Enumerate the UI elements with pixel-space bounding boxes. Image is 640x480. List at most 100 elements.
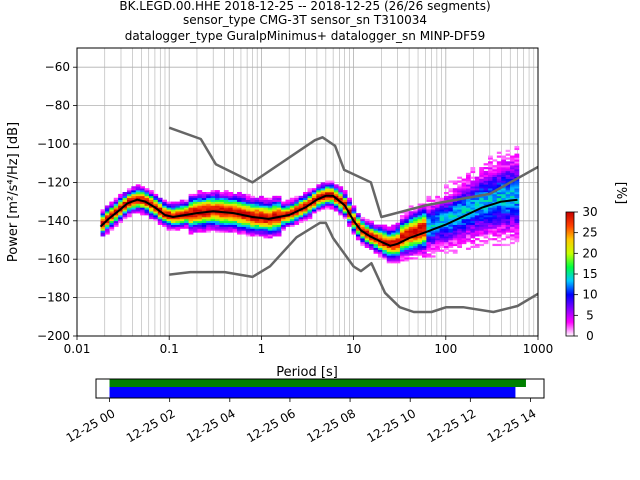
- heatmap-cell: [510, 222, 515, 225]
- heatmap-cell: [435, 224, 440, 227]
- heatmap-cell: [510, 161, 515, 164]
- heatmap-cell: [483, 197, 489, 200]
- heatmap-cell: [237, 193, 242, 197]
- heatmap-cell: [153, 193, 159, 197]
- heatmap-cell: [276, 218, 282, 222]
- heatmap-cell: [505, 167, 511, 170]
- heatmap-cell: [391, 224, 396, 227]
- heatmap-cell: [435, 234, 440, 237]
- heatmap-cell: [404, 247, 410, 250]
- heatmap-cell: [444, 207, 449, 210]
- heatmap-cell: [514, 145, 520, 149]
- heatmap-cell: [232, 195, 238, 199]
- heatmap-cell: [492, 207, 498, 210]
- heatmap-cell: [153, 195, 159, 199]
- heatmap-cell: [514, 159, 520, 162]
- heatmap-cell: [439, 211, 445, 214]
- heatmap-cell: [470, 234, 476, 237]
- heatmap-cell: [514, 215, 520, 218]
- heatmap-cell: [470, 197, 476, 200]
- heatmap-cell: [320, 188, 326, 191]
- heatmap-cell: [466, 236, 471, 239]
- heatmap-cell: [254, 230, 260, 233]
- heatmap-cell: [188, 197, 194, 200]
- heatmap-cell: [219, 224, 225, 227]
- heatmap-cell: [170, 220, 176, 224]
- heatmap-cell: [206, 197, 212, 200]
- heatmap-cell: [386, 226, 392, 229]
- heatmap-cell: [347, 220, 352, 224]
- heatmap-cell: [474, 211, 480, 214]
- heatmap-cell: [483, 163, 489, 166]
- heatmap-cell: [399, 257, 405, 260]
- heatmap-cell: [444, 230, 449, 233]
- heatmap-cell: [126, 209, 132, 212]
- heatmap-cell: [386, 238, 392, 241]
- heatmap-cell: [232, 220, 238, 224]
- heatmap-cell: [259, 213, 264, 216]
- heatmap-cell: [505, 234, 511, 237]
- heatmap-cell: [259, 203, 264, 206]
- heatmap-cell: [241, 193, 247, 197]
- heatmap-cell: [413, 222, 418, 225]
- heatmap-cell: [408, 220, 414, 224]
- heatmap-cell: [492, 195, 498, 199]
- heatmap-cell: [364, 243, 370, 247]
- heatmap-cell: [488, 232, 493, 235]
- heatmap-cell: [210, 190, 216, 193]
- heatmap-cell: [496, 203, 502, 206]
- heatmap-cell: [488, 184, 493, 187]
- heatmap-cell: [232, 205, 238, 208]
- heatmap-cell: [122, 209, 128, 212]
- heatmap-cell: [351, 211, 357, 214]
- heatmap-cell: [413, 220, 418, 224]
- heatmap-cell: [461, 241, 467, 245]
- heatmap-cell: [413, 215, 418, 218]
- heatmap-cell: [197, 209, 203, 212]
- heatmap-cell: [479, 167, 485, 170]
- heatmap-cell: [325, 186, 330, 189]
- heatmap-cell: [135, 186, 141, 189]
- heatmap-cell: [250, 218, 256, 222]
- heatmap-cell: [408, 240, 414, 243]
- heatmap-cell: [281, 207, 286, 210]
- heatmap-cell: [426, 218, 432, 222]
- heatmap-cell: [355, 215, 361, 218]
- heatmap-cell: [364, 220, 370, 224]
- heatmap-cell: [466, 238, 471, 241]
- heatmap-cell: [175, 207, 181, 210]
- heatmap-cell: [399, 232, 405, 235]
- heatmap-cell: [510, 157, 515, 160]
- heatmap-cell: [184, 220, 190, 224]
- heatmap-cell: [241, 232, 247, 235]
- heatmap-cell: [179, 226, 185, 229]
- heatmap-cell: [496, 215, 502, 218]
- heatmap-cell: [148, 216, 154, 220]
- heatmap-cell: [488, 170, 493, 174]
- heatmap-cell: [206, 205, 212, 208]
- heatmap-cell: [474, 180, 480, 183]
- heatmap-cell: [391, 236, 396, 239]
- heatmap-cell: [298, 195, 304, 199]
- heatmap-cell: [488, 176, 493, 179]
- heatmap-cell: [430, 224, 436, 227]
- heatmap-cell: [307, 195, 313, 199]
- heatmap-cell: [470, 182, 476, 185]
- heatmap-cell: [369, 224, 374, 227]
- timeline-ticks: 12-25 00 12-25 02 12-25 04 12-25 06 12-25 08…: [64, 398, 538, 445]
- heatmap-cell: [153, 216, 159, 220]
- heatmap-cell: [272, 234, 278, 237]
- heatmap-cell: [259, 197, 264, 200]
- heatmap-cell: [342, 199, 348, 202]
- heatmap-cell: [338, 197, 344, 200]
- heatmap-cell: [170, 226, 176, 229]
- heatmap-cell: [113, 222, 119, 225]
- heatmap-cell: [483, 195, 489, 199]
- heatmap-cell: [417, 245, 423, 248]
- heatmap-cell: [505, 209, 511, 212]
- heatmap-cell: [421, 255, 427, 258]
- heatmap-cell: [426, 220, 432, 224]
- heatmap-cell: [355, 228, 361, 231]
- heatmap-cell: [391, 241, 396, 245]
